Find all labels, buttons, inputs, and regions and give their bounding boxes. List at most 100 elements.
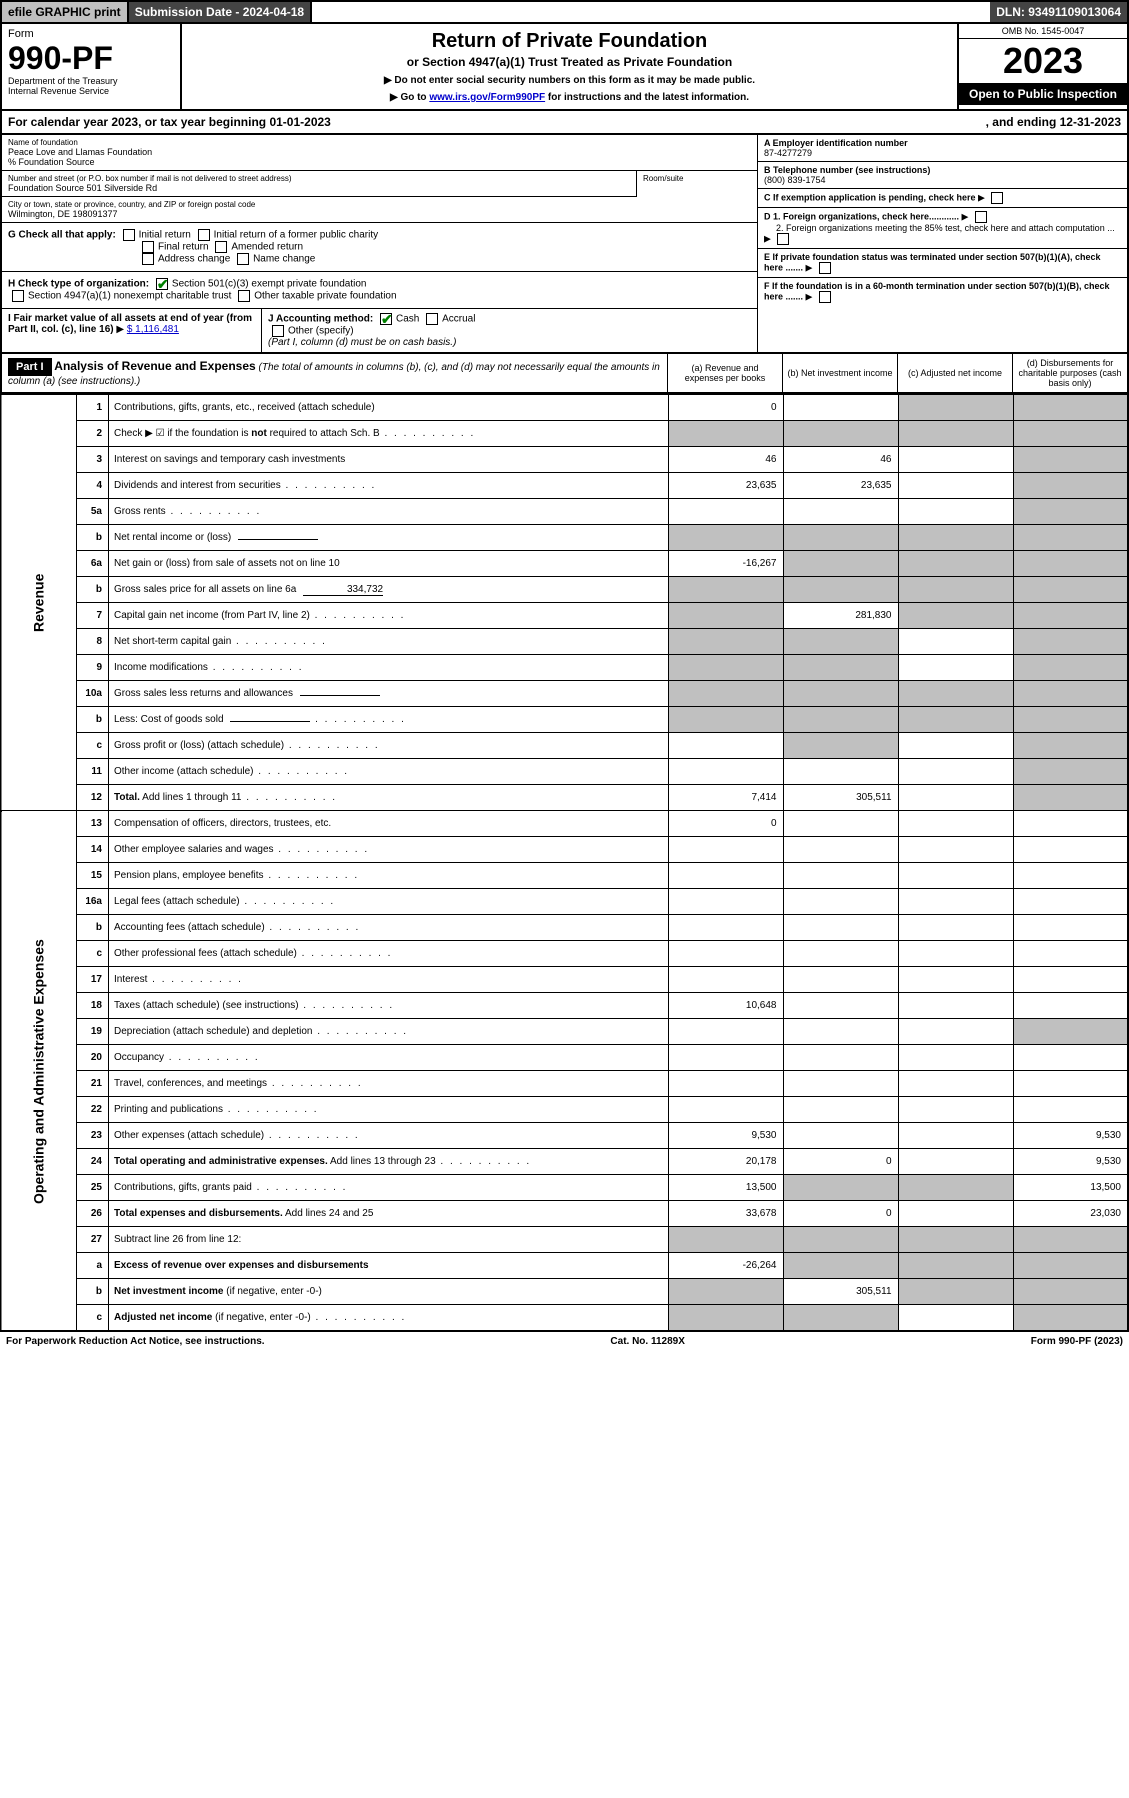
irs-link[interactable]: www.irs.gov/Form990PF <box>429 92 545 103</box>
row-description: Other employee salaries and wages <box>109 837 669 863</box>
col-a-value: -16,267 <box>668 551 783 577</box>
g3: Final return <box>158 242 209 253</box>
row-number: 9 <box>77 655 109 681</box>
h3: Other taxable private foundation <box>254 291 396 302</box>
col-d-value <box>1013 915 1128 941</box>
col-d-value <box>1013 759 1128 785</box>
col-a-value: 23,635 <box>668 473 783 499</box>
col-c-value <box>898 915 1013 941</box>
row-description: Occupancy <box>109 1045 669 1071</box>
col-c-value <box>898 447 1013 473</box>
col-a-value: 10,648 <box>668 993 783 1019</box>
row-description: Income modifications <box>109 655 669 681</box>
footer-mid: Cat. No. 11289X <box>610 1336 684 1347</box>
row-number: 27 <box>77 1227 109 1253</box>
row-number: 22 <box>77 1097 109 1123</box>
row-description: Gross profit or (loss) (attach schedule) <box>109 733 669 759</box>
h2-checkbox[interactable] <box>12 290 24 302</box>
col-a-value: 33,678 <box>668 1201 783 1227</box>
f-cell: F If the foundation is in a 60-month ter… <box>758 278 1127 306</box>
city-label: City or town, state or province, country… <box>8 200 751 209</box>
col-b-value <box>783 499 898 525</box>
c-checkbox[interactable] <box>991 192 1003 204</box>
info-left: Name of foundation Peace Love and Llamas… <box>2 135 757 352</box>
col-d-value <box>1013 525 1128 551</box>
g4-checkbox[interactable] <box>215 241 227 253</box>
col-c-value <box>898 863 1013 889</box>
col-a-value: 13,500 <box>668 1175 783 1201</box>
row-description: Gross sales price for all assets on line… <box>109 577 669 603</box>
header-left: Form 990-PF Department of the Treasury I… <box>2 24 182 109</box>
col-b-value <box>783 525 898 551</box>
part-label: Part I <box>8 358 52 376</box>
d-cell: D 1. Foreign organizations, check here..… <box>758 208 1127 249</box>
row-description: Capital gain net income (from Part IV, l… <box>109 603 669 629</box>
instr-2a: ▶ Go to <box>390 92 429 103</box>
row-number: 5a <box>77 499 109 525</box>
instr-2b: for instructions and the latest informat… <box>545 92 749 103</box>
footer-right: Form 990-PF (2023) <box>1031 1336 1123 1347</box>
col-b-value <box>783 707 898 733</box>
row-number: 20 <box>77 1045 109 1071</box>
row-number: 4 <box>77 473 109 499</box>
row-number: 21 <box>77 1071 109 1097</box>
footer: For Paperwork Reduction Act Notice, see … <box>0 1332 1129 1351</box>
d1-checkbox[interactable] <box>975 211 987 223</box>
d1-label: D 1. Foreign organizations, check here..… <box>764 211 959 221</box>
col-a-value: 0 <box>668 811 783 837</box>
col-d-value <box>1013 551 1128 577</box>
row-description: Pension plans, employee benefits <box>109 863 669 889</box>
row-number: 19 <box>77 1019 109 1045</box>
col-b-value <box>783 1175 898 1201</box>
e-checkbox[interactable] <box>819 262 831 274</box>
row-number: 11 <box>77 759 109 785</box>
col-c-value <box>898 967 1013 993</box>
address: Foundation Source 501 Silverside Rd <box>8 183 630 193</box>
col-a-value <box>668 603 783 629</box>
g2-checkbox[interactable] <box>198 229 210 241</box>
g5-checkbox[interactable] <box>142 253 154 265</box>
row-number: 6a <box>77 551 109 577</box>
col-a-value: 20,178 <box>668 1149 783 1175</box>
d2-checkbox[interactable] <box>777 233 789 245</box>
j1-checkbox[interactable] <box>380 313 392 325</box>
j3-checkbox[interactable] <box>272 325 284 337</box>
form-number: 990-PF <box>8 42 174 74</box>
f-checkbox[interactable] <box>819 291 831 303</box>
row-description: Other income (attach schedule) <box>109 759 669 785</box>
instr-2: ▶ Go to www.irs.gov/Form990PF for instru… <box>188 92 951 103</box>
col-d-value <box>1013 837 1128 863</box>
row-description: Check ▶ ☑ if the foundation is not requi… <box>109 421 669 447</box>
open-inspection: Open to Public Inspection <box>959 83 1127 105</box>
col-b-value <box>783 759 898 785</box>
col-c-value <box>898 1175 1013 1201</box>
row-number: a <box>77 1253 109 1279</box>
row-description: Legal fees (attach schedule) <box>109 889 669 915</box>
j2-checkbox[interactable] <box>426 313 438 325</box>
col-c-value <box>898 759 1013 785</box>
g3-checkbox[interactable] <box>142 241 154 253</box>
g1: Initial return <box>139 230 191 241</box>
j-label: J Accounting method: <box>268 314 373 325</box>
h3-checkbox[interactable] <box>238 290 250 302</box>
col-a-value <box>668 915 783 941</box>
g1-checkbox[interactable] <box>123 229 135 241</box>
col-a-value: 0 <box>668 395 783 421</box>
j-note: (Part I, column (d) must be on cash basi… <box>268 337 456 348</box>
revenue-side-label: Revenue <box>1 395 77 811</box>
row-number: 12 <box>77 785 109 811</box>
g2: Initial return of a former public charit… <box>214 230 379 241</box>
ein-label: A Employer identification number <box>764 138 1121 148</box>
room-cell: Room/suite <box>637 171 757 197</box>
row-description: Interest <box>109 967 669 993</box>
row-description: Gross rents <box>109 499 669 525</box>
col-b-value <box>783 811 898 837</box>
col-a-value <box>668 629 783 655</box>
e-cell: E If private foundation status was termi… <box>758 249 1127 278</box>
room-label: Room/suite <box>643 174 751 183</box>
h1-checkbox[interactable] <box>156 278 168 290</box>
g6-checkbox[interactable] <box>237 253 249 265</box>
row-description: Net investment income (if negative, ente… <box>109 1279 669 1305</box>
phone: (800) 839-1754 <box>764 175 1121 185</box>
col-a-value <box>668 655 783 681</box>
